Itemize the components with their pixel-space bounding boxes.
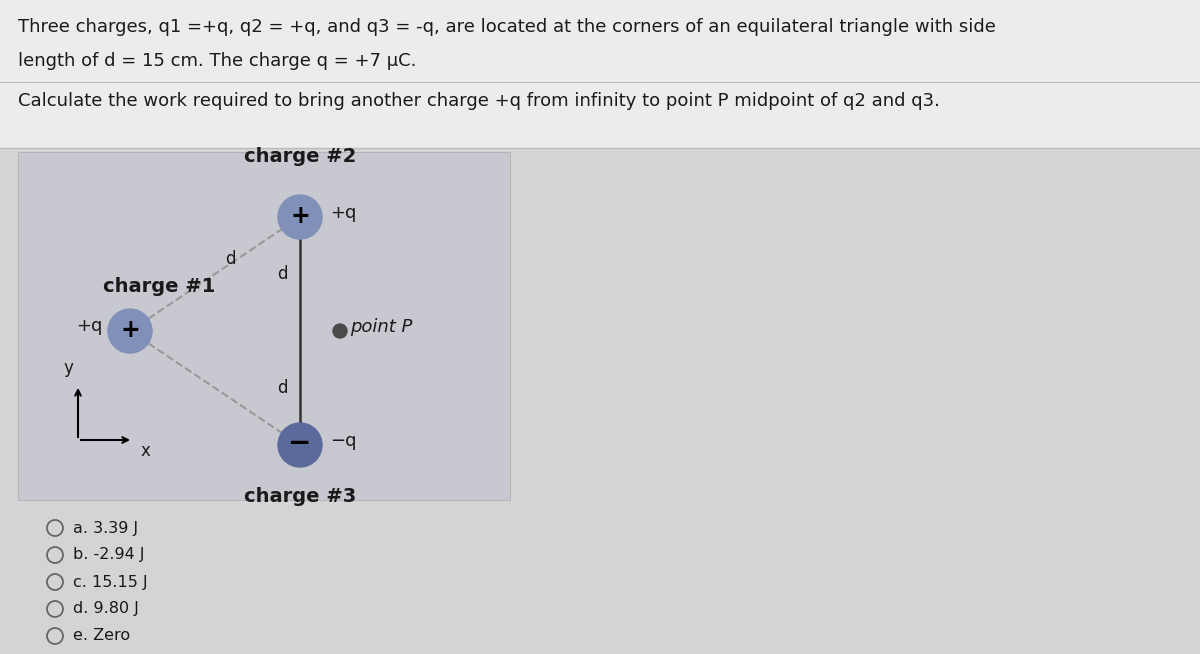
Text: d: d <box>277 379 287 397</box>
Text: +: + <box>120 318 140 342</box>
Text: charge #3: charge #3 <box>244 487 356 506</box>
Text: Three charges, q1 =+q, q2 = +q, and q3 = -q, are located at the corners of an eq: Three charges, q1 =+q, q2 = +q, and q3 =… <box>18 18 996 36</box>
Text: b. -2.94 J: b. -2.94 J <box>73 547 144 562</box>
Text: point P: point P <box>350 318 413 336</box>
Text: charge #2: charge #2 <box>244 148 356 167</box>
Text: −: − <box>288 429 312 457</box>
FancyBboxPatch shape <box>18 152 510 500</box>
FancyBboxPatch shape <box>0 0 1200 148</box>
Text: +q: +q <box>77 317 103 335</box>
Text: d. 9.80 J: d. 9.80 J <box>73 602 139 617</box>
Text: Calculate the work required to bring another charge +q from infinity to point P : Calculate the work required to bring ano… <box>18 92 940 110</box>
Text: length of d = 15 cm. The charge q = +7 μC.: length of d = 15 cm. The charge q = +7 μ… <box>18 52 416 70</box>
Text: c. 15.15 J: c. 15.15 J <box>73 574 148 589</box>
Text: +: + <box>290 204 310 228</box>
Text: −q: −q <box>330 432 356 450</box>
Text: e. Zero: e. Zero <box>73 628 130 644</box>
Text: y: y <box>64 359 73 377</box>
Circle shape <box>108 309 152 353</box>
Text: charge #1: charge #1 <box>103 277 215 296</box>
Circle shape <box>334 324 347 338</box>
Text: a. 3.39 J: a. 3.39 J <box>73 521 138 536</box>
Text: d: d <box>277 265 287 283</box>
Text: +q: +q <box>330 204 356 222</box>
Circle shape <box>278 423 322 467</box>
Text: x: x <box>142 442 151 460</box>
Text: d: d <box>224 250 235 268</box>
Circle shape <box>278 195 322 239</box>
